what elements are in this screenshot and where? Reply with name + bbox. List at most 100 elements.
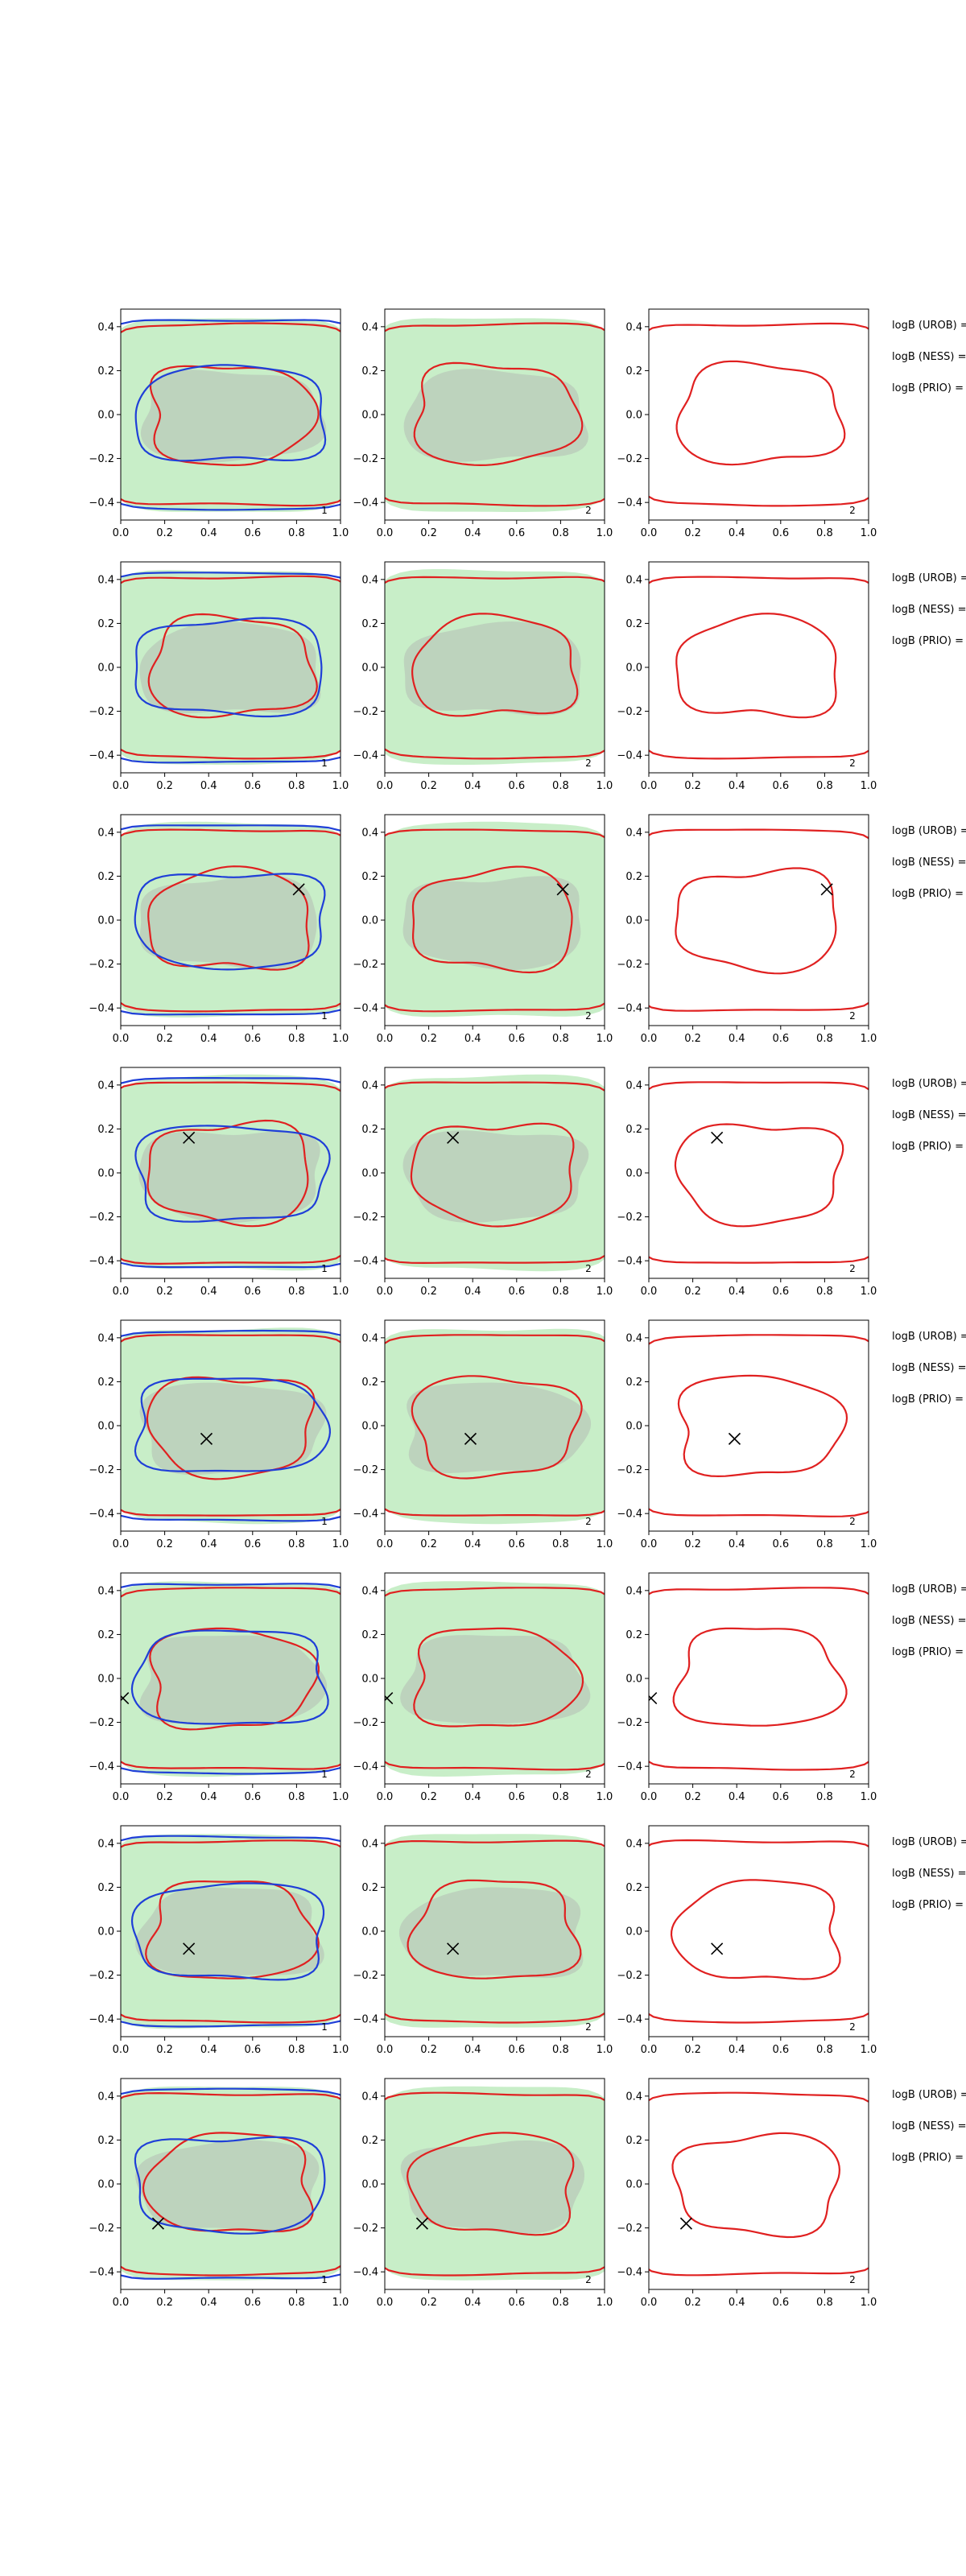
y-tick-label: −0.2 [353,959,378,971]
y-tick-label: −0.2 [353,1717,378,1729]
plot-area [385,569,605,766]
plot-area [649,828,869,1012]
panel-tag: 2 [585,758,592,769]
y-tick-label: 0.2 [97,2135,114,2147]
contour-red-outer [385,576,605,760]
x-tick-label: 1.0 [597,1033,613,1045]
y-tick-label: −0.2 [89,959,114,971]
plot-area [385,821,605,1018]
side-label: logB (NESS) = [892,2120,966,2132]
x-tick-label: 1.0 [861,527,877,539]
plot-area [649,2091,869,2277]
x-tick-label: 0.0 [641,1791,658,1803]
panel-r8-c2: 0.0 0.2 0.4 0.6 0.8 1.0 0.4 0.2 0.0 −0.2 −0.4 2 [353,2078,613,2309]
x-tick-label: 0.6 [244,1286,261,1298]
x-tick-label: 0.0 [641,2044,658,2056]
contour-red-inner [675,613,837,719]
y-tick-label: 0.0 [625,663,642,675]
y-tick-label: 0.2 [361,1629,378,1641]
y-tick-label: 0.0 [361,1421,378,1433]
x-tick-label: 0.8 [288,1791,305,1803]
panel-tag: 1 [321,1516,328,1527]
panel-tag: 1 [321,505,328,516]
y-tick-label: −0.4 [617,2014,642,2026]
contour-blue-inner [130,1629,329,1725]
x-tick-label: 0.4 [464,2044,481,2056]
y-tick-label: 0.4 [361,1080,378,1092]
side-label: logB (PRIO) = [892,382,964,394]
x-tick-label: 0.8 [816,2044,833,2056]
x-tick-label: 1.0 [332,1538,349,1550]
x-tick-label: 1.0 [861,2044,877,2056]
x-tick-label: 0.4 [729,2297,745,2309]
x-tick-label: 0.2 [684,2044,701,2056]
x-tick-label: 1.0 [332,2297,349,2309]
y-tick-label: 0.2 [97,1629,114,1641]
region-inner [400,1635,591,1724]
marker-x [820,883,833,896]
contour-red-outer [385,1587,605,1771]
contour-red-outer [649,1587,869,1771]
x-tick-label: 0.2 [156,1286,173,1298]
axes-frame [648,1825,869,2037]
panel-r2-c2: 0.0 0.2 0.4 0.6 0.8 1.0 0.4 0.2 0.0 −0.2 −0.4 2 [353,561,613,792]
y-tick-label: −0.2 [617,2223,642,2235]
x-tick-label: 0.2 [684,1791,701,1803]
contour-red-inner [411,865,573,974]
x-tick-label: 0.4 [200,527,217,539]
x-tick-label: 0.8 [552,1286,569,1298]
contour-red-inner [147,1119,309,1228]
x-tick-label: 0.2 [420,1538,437,1550]
plot-area [121,1327,341,1525]
y-tick-label: −0.4 [353,1761,378,1773]
x-tick-label: 1.0 [597,2044,613,2056]
y-tick-label: 0.0 [361,663,378,675]
x-tick-label: 0.2 [156,2297,173,2309]
x-tick-label: 0.0 [641,1033,658,1045]
panel-r4-c2: 0.0 0.2 0.4 0.6 0.8 1.0 0.4 0.2 0.0 −0.2 −0.4 2 [353,1067,613,1298]
contour-blue-outer [121,1835,341,2028]
plot-area [649,1334,869,1517]
y-tick-label: 0.2 [625,1882,642,1894]
panel-r8-c1: 0.0 0.2 0.4 0.6 0.8 1.0 0.4 0.2 0.0 −0.2 −0.4 1 [89,2078,349,2309]
x-tick-label: 0.8 [288,1538,305,1550]
x-tick-label: 0.2 [420,1791,437,1803]
region-inner [138,1131,320,1224]
region-inner [139,621,321,714]
x-tick-label: 1.0 [597,1538,613,1550]
x-tick-label: 1.0 [332,2044,349,2056]
y-tick-label: 0.0 [625,2179,642,2191]
y-tick-label: −0.2 [617,1717,642,1729]
contour-blue-inner [130,1882,325,1981]
x-tick-label: 0.8 [288,780,305,792]
y-tick-label: −0.2 [353,706,378,718]
contour-red-outer [121,828,341,1013]
region-inner [139,1635,328,1724]
x-tick-label: 0.8 [552,2044,569,2056]
marker-x [711,1942,724,1955]
side-label: logB (UROB) = [892,1583,966,1596]
x-tick-label: 0.6 [244,1033,261,1045]
y-tick-label: 0.4 [625,1080,642,1092]
contour-red-inner [411,613,579,717]
plot-area [649,576,869,760]
y-tick-label: 0.4 [97,321,114,333]
y-tick-label: 0.0 [97,915,114,927]
panel-tag: 1 [321,758,328,769]
y-tick-label: 0.4 [361,1332,378,1344]
marker-x [447,1131,460,1144]
y-tick-label: 0.0 [361,410,378,422]
contour-blue-inner [134,364,327,462]
contour-red-outer [649,322,869,507]
contour-red-outer [385,1334,605,1517]
panel-tag: 2 [585,1769,592,1780]
x-tick-label: 0.0 [641,1286,658,1298]
contour-red-inner [671,2132,841,2239]
marker-x [679,2217,692,2230]
contour-blue-outer [121,1583,341,1775]
x-tick-label: 0.8 [288,1286,305,1298]
y-tick-label: 0.0 [625,1674,642,1686]
y-tick-label: −0.4 [89,2014,114,2026]
y-tick-label: 0.0 [97,2179,114,2191]
y-tick-label: 0.2 [361,1882,378,1894]
